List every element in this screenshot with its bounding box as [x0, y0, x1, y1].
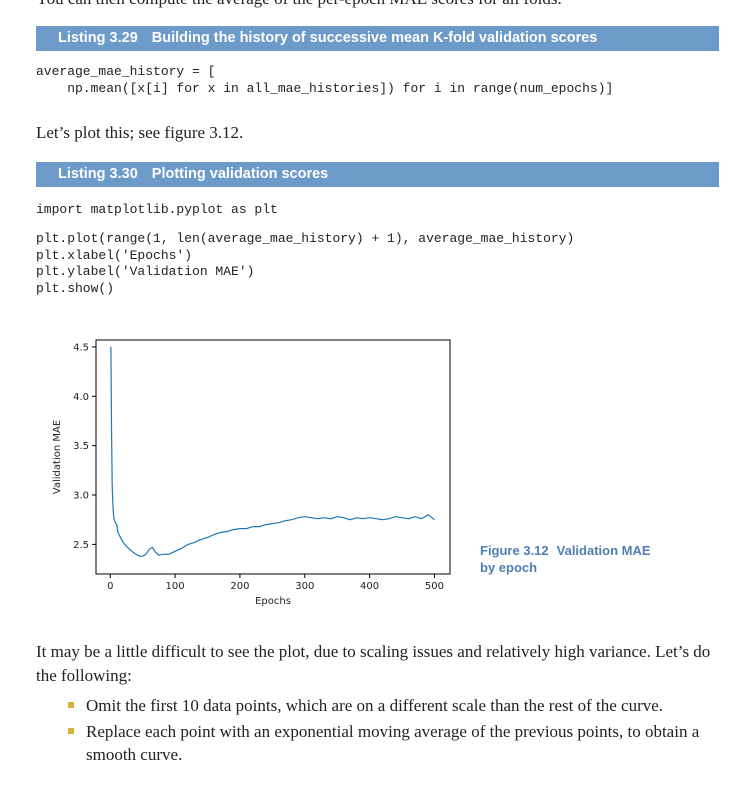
x-tick-label: 100	[166, 581, 185, 592]
y-axis-label: Validation MAE	[52, 420, 63, 494]
x-tick-label: 500	[425, 581, 444, 592]
plot-intro-text: Let’s plot this; see figure 3.12.	[36, 123, 244, 142]
listing-3-30-import: import matplotlib.pyplot as plt	[36, 202, 278, 217]
listing-3-30-header: Listing 3.30 Plotting validation scores	[36, 162, 719, 187]
previous-paragraph-cutoff: You can then compute the average of the …	[36, 0, 562, 9]
series-line	[110, 346, 435, 557]
figure-number: Figure 3.12	[480, 543, 549, 558]
listing-3-29-header: Listing 3.29 Building the history of succ…	[36, 26, 719, 51]
body-paragraph: It may be a little difficult to see the …	[36, 642, 711, 685]
bullet-item: Omit the first 10 data points, which are…	[68, 694, 720, 717]
code-line: plt.show()	[36, 280, 115, 296]
code-line: average_mae_history = [	[36, 64, 216, 79]
x-tick-label: 400	[360, 581, 379, 592]
figure-caption-text: Validation MAE by epoch	[480, 543, 651, 575]
code-line: plt.ylabel('Validation MAE')	[36, 264, 255, 279]
bullet-text: Replace each point with an exponential m…	[86, 722, 700, 764]
y-tick-label: 4.5	[73, 342, 89, 353]
listing-number: Listing 3.29	[58, 30, 138, 46]
listing-title: Plotting validation scores	[151, 166, 329, 182]
listing-3-29-code: average_mae_history = [ np.mean([x[i] fo…	[36, 64, 613, 97]
bullet-square-icon	[68, 728, 74, 734]
bullet-text: Omit the first 10 data points, which are…	[86, 696, 664, 715]
plot-frame	[95, 339, 451, 575]
listing-number: Listing 3.30	[58, 166, 138, 182]
x-axis-label: Epochs	[255, 596, 291, 607]
code-line: plt.xlabel('Epochs')	[36, 247, 193, 263]
bullet-square-icon	[68, 702, 74, 708]
listing-3-30-code: plt.plot(range(1, len(average_mae_histor…	[36, 231, 574, 297]
bullet-item: Replace each point with an exponential m…	[68, 720, 720, 766]
y-tick-label: 2.5	[73, 540, 89, 551]
figure-caption: Figure 3.12 Validation MAE by epoch	[480, 542, 660, 576]
code-line: plt.plot(range(1, len(average_mae_histor…	[36, 231, 575, 246]
y-tick-label: 3.5	[73, 441, 89, 452]
code-line: np.mean([x[i] for x in all_mae_histories…	[36, 80, 614, 96]
bullet-list: Omit the first 10 data points, which are…	[68, 694, 720, 769]
x-tick-label: 300	[295, 581, 314, 592]
listing-title: Building the history of successive mean …	[151, 30, 598, 46]
x-tick-label: 200	[230, 581, 249, 592]
y-tick-label: 4.0	[73, 392, 89, 403]
x-tick-label: 0	[107, 581, 113, 592]
y-tick-label: 3.0	[73, 491, 89, 502]
